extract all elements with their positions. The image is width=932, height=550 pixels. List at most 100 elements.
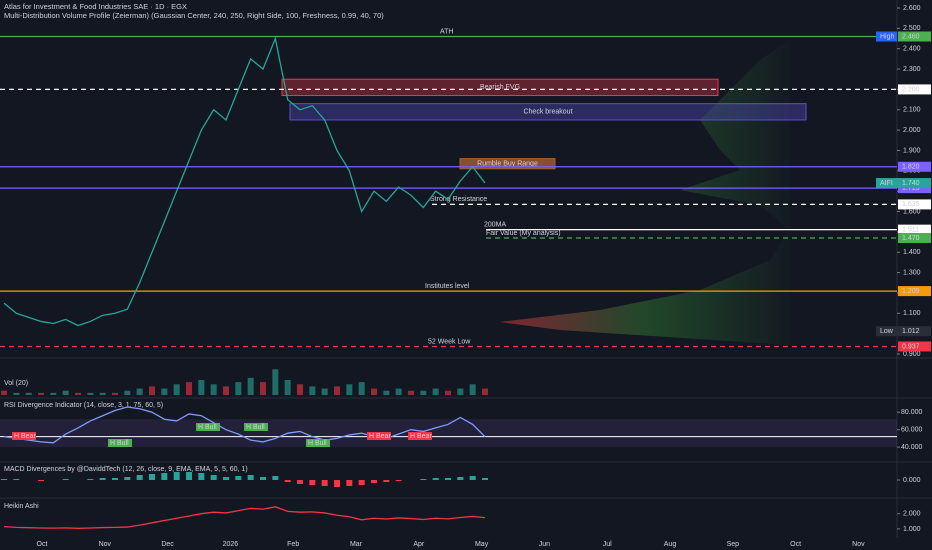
x-tick-label: Aug — [664, 541, 677, 548]
y-tick-label: 2.500 — [903, 25, 921, 32]
y-tick-label: 1.400 — [903, 249, 921, 256]
price-tag — [898, 161, 931, 172]
volume-bar — [186, 382, 192, 395]
price-tag — [876, 178, 931, 189]
macd-bar — [445, 478, 451, 480]
macd-bar — [235, 476, 242, 480]
price-tag — [876, 326, 931, 337]
price-tag — [898, 286, 931, 297]
price-tag-label: 0.937 — [902, 343, 920, 350]
divergence-label: H Bear — [410, 433, 432, 440]
volume-bar — [321, 388, 328, 395]
price-tag — [898, 224, 931, 235]
price-tag — [876, 31, 897, 42]
level-name: Fair Value (My analysis) — [486, 230, 561, 237]
price-tag — [898, 183, 931, 194]
volume-bar — [149, 386, 155, 395]
volume-bar — [198, 380, 205, 395]
macd-bar — [112, 478, 118, 480]
price-tag-label: 1.012 — [902, 328, 920, 335]
price-tag — [898, 232, 931, 243]
y-tick-label: 1.000 — [903, 526, 921, 533]
volume-bar — [445, 390, 451, 395]
x-tick-label: Oct — [37, 541, 48, 548]
x-tick-label: May — [475, 541, 489, 548]
level-name: ATH — [440, 28, 453, 35]
macd-bar — [346, 480, 353, 486]
macd-bar — [383, 480, 390, 482]
price-tag-label: 1.511 — [902, 226, 919, 233]
volume-bar — [75, 392, 81, 395]
macd-bar — [87, 479, 94, 480]
macd-bar — [99, 478, 106, 480]
zone — [289, 103, 807, 121]
macd-bar — [62, 479, 69, 480]
y-tick-label: 2.000 — [903, 511, 921, 518]
y-tick-label: 0.000 — [903, 477, 921, 484]
volume-bar — [173, 384, 180, 395]
macd-bar — [260, 477, 266, 480]
heikin-line — [3, 506, 486, 529]
x-tick-label: 2026 — [223, 541, 239, 548]
macd-bar — [334, 480, 340, 487]
y-tick-label: 60.000 — [901, 427, 923, 434]
price-tag-label: 1.740 — [902, 180, 920, 187]
volume-label: Vol (20) — [4, 380, 28, 387]
volume-bar — [482, 388, 488, 395]
macd-bar — [297, 480, 303, 484]
divergence-label: H Bull — [308, 440, 327, 447]
divergence-label: H Bull — [198, 424, 217, 431]
zone-label: Check breakout — [523, 109, 572, 116]
zone — [459, 158, 556, 170]
volume-bar — [87, 392, 94, 395]
volume-bar — [136, 388, 143, 395]
divergence-label: H Bear — [14, 433, 36, 440]
divergence-tag — [367, 432, 391, 440]
x-tick-label: Nov — [99, 541, 112, 548]
volume-bar — [161, 388, 168, 395]
price-tag — [898, 31, 931, 42]
macd-bar — [272, 476, 279, 480]
macd-bar — [432, 478, 439, 480]
y-tick-label: 1.100 — [903, 310, 921, 317]
y-tick-label: 2.100 — [903, 107, 921, 114]
price-line — [3, 36, 486, 327]
tag-label: Low — [880, 328, 894, 335]
tag-label: High — [880, 33, 895, 40]
volume-bar — [358, 382, 365, 395]
price-tag-label: 1.635 — [902, 201, 920, 208]
level-name: 200MA — [484, 221, 507, 228]
zone-label: Bearish FVG — [480, 84, 520, 91]
volume-bar — [223, 386, 229, 395]
y-tick-label: 80.000 — [901, 409, 923, 416]
zone — [281, 78, 719, 97]
volume-bar — [235, 382, 242, 395]
volume-bar — [383, 390, 390, 395]
level-name: Institutes level — [425, 283, 470, 290]
volume-bar — [309, 386, 316, 395]
divergence-tag — [196, 423, 220, 431]
macd-bar — [198, 473, 205, 480]
price-tag-label: 2.200 — [902, 86, 920, 93]
macd-bar — [420, 479, 427, 480]
y-tick-label: 1.300 — [903, 269, 921, 276]
volume-bar — [432, 388, 439, 395]
x-tick-label: Feb — [287, 541, 299, 548]
x-tick-label: Jun — [539, 541, 550, 548]
macd-bar — [482, 478, 488, 480]
volume-bar — [272, 369, 279, 395]
volume-bar — [13, 392, 20, 395]
divergence-label: H Bull — [110, 440, 129, 447]
macd-bar — [161, 473, 168, 480]
volume-bar — [62, 390, 69, 395]
macd-bar — [210, 475, 217, 480]
level-name: Strong Resistance — [430, 196, 487, 203]
level-name: 52 Week Low — [428, 338, 471, 345]
tag-label: AIFI — [880, 180, 893, 187]
x-tick-label: Nov — [852, 541, 865, 548]
macd-bar — [309, 480, 316, 485]
price-tag-label: 1.820 — [902, 164, 920, 171]
x-tick-label: Mar — [350, 541, 363, 548]
macd-bar — [371, 480, 377, 483]
